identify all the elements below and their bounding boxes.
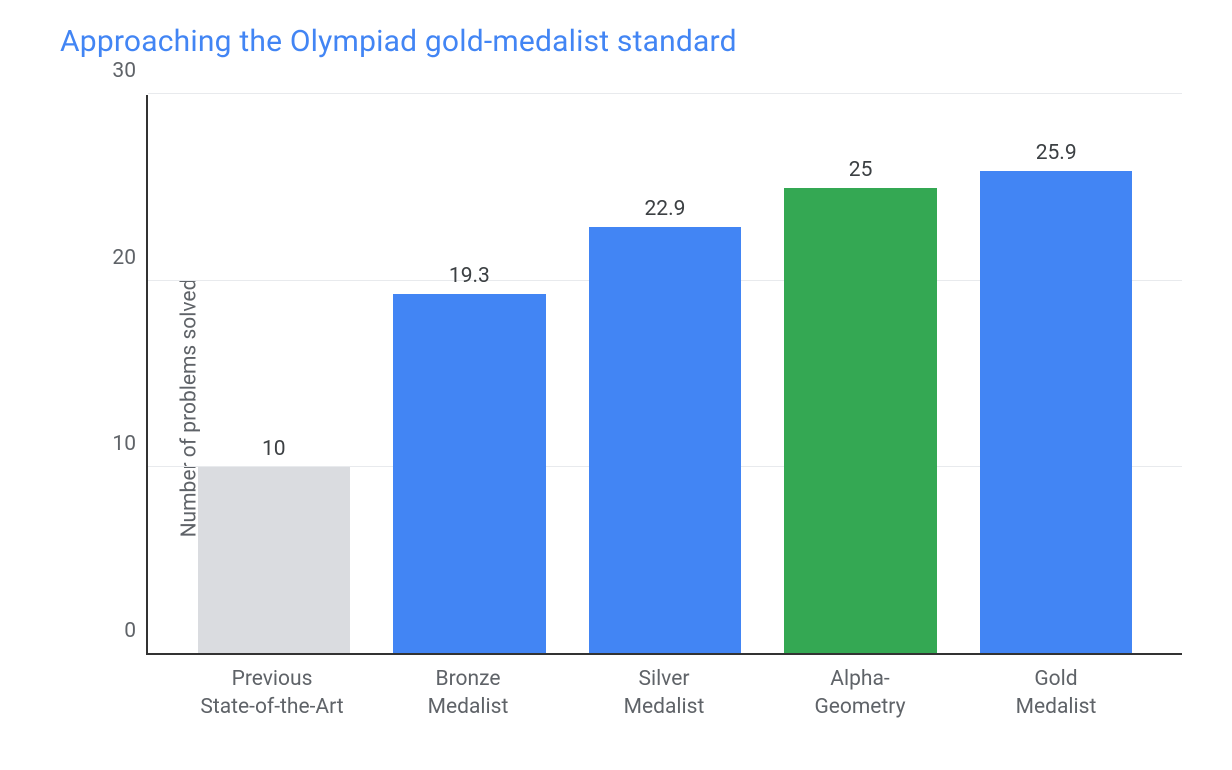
bar-chart: Number of problems solved 0102030 1019.3… bbox=[60, 95, 1182, 722]
y-tick-label: 30 bbox=[112, 59, 136, 83]
bar: 25 bbox=[784, 188, 937, 653]
x-axis-labels: Previous State-of-the-ArtBronze Medalist… bbox=[146, 655, 1182, 722]
chart-title: Approaching the Olympiad gold-medalist s… bbox=[60, 24, 1182, 59]
bar: 10 bbox=[198, 467, 351, 653]
y-tick-label: 10 bbox=[112, 432, 136, 456]
bar-slot: 25 bbox=[763, 95, 959, 653]
plot-area: 10 19.3 22.9 25 25.9 bbox=[146, 95, 1182, 655]
bar-value-label: 25.9 bbox=[1036, 141, 1077, 165]
x-tick-label: Gold Medalist bbox=[958, 665, 1154, 722]
y-axis-label-wrap: Number of problems solved bbox=[60, 95, 90, 722]
x-tick-label: Previous State-of-the-Art bbox=[174, 665, 370, 722]
bar-slot: 19.3 bbox=[372, 95, 568, 653]
bar-value-label: 19.3 bbox=[449, 264, 490, 288]
y-tick-label: 0 bbox=[124, 619, 136, 643]
y-tick-label: 20 bbox=[112, 246, 136, 270]
bar: 19.3 bbox=[393, 294, 546, 653]
bar-slot: 22.9 bbox=[567, 95, 763, 653]
x-tick-label: Alpha- Geometry bbox=[762, 665, 958, 722]
bar-slot: 10 bbox=[176, 95, 372, 653]
gridline bbox=[148, 93, 1182, 94]
x-tick-label: Silver Medalist bbox=[566, 665, 762, 722]
bar-value-label: 25 bbox=[849, 158, 873, 182]
x-tick-label: Bronze Medalist bbox=[370, 665, 566, 722]
bar: 25.9 bbox=[980, 171, 1133, 653]
bar-value-label: 10 bbox=[262, 437, 286, 461]
bar-slot: 25.9 bbox=[958, 95, 1154, 653]
bars-container: 10 19.3 22.9 25 25.9 bbox=[148, 95, 1182, 653]
bar-value-label: 22.9 bbox=[645, 197, 686, 221]
y-axis-ticks: 0102030 bbox=[90, 95, 146, 655]
bar: 22.9 bbox=[589, 227, 742, 653]
